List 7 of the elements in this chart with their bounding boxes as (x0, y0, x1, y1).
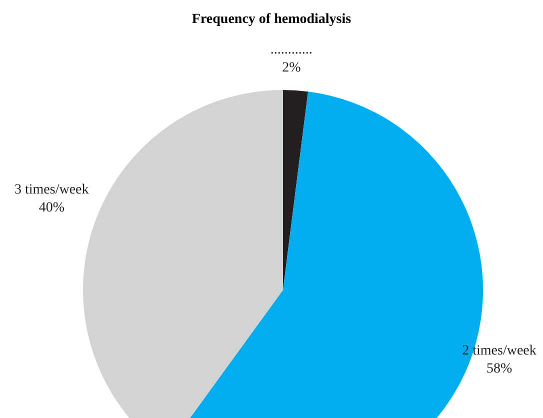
slice-label: ............ (270, 42, 312, 58)
data-label: 2% (282, 60, 302, 76)
data-label: 58% (486, 362, 512, 377)
chart-title: Frequency of hemodialysis (190, 12, 352, 28)
data-label: 40% (38, 200, 65, 216)
slice-label: 2 times/week (462, 344, 536, 359)
slice-label: 3 times/week (14, 182, 89, 198)
